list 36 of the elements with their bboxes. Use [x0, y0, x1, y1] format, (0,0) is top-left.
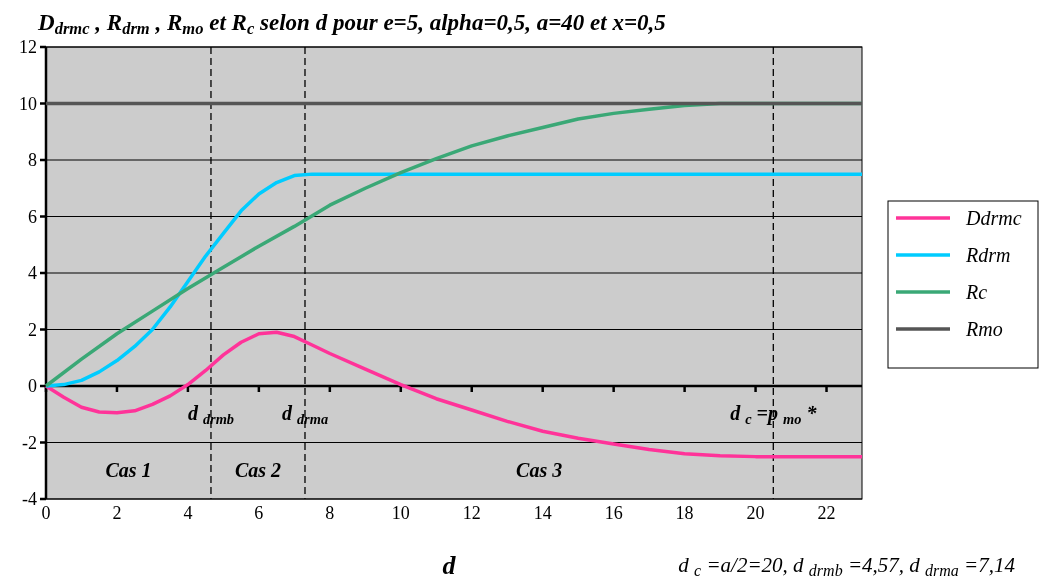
x-tick-label: 6: [254, 503, 264, 523]
legend-label: Rdrm: [965, 244, 1011, 266]
x-tick-label: 12: [462, 503, 481, 523]
x-tick-label: 2: [112, 503, 122, 523]
y-tick-label: 10: [19, 93, 37, 114]
y-tick-label: 6: [28, 206, 37, 227]
y-tick-label: 2: [28, 319, 37, 340]
x-tick-label: 8: [325, 503, 335, 523]
annotation: d $_{drma}$: [281, 401, 329, 427]
x-axis-title: d: [442, 551, 457, 580]
line-series: [44, 172, 864, 388]
annotation: Cas 3: [516, 459, 563, 481]
annotation: Cas 2: [234, 459, 282, 481]
x-tick-label: 14: [533, 503, 552, 523]
x-tick-label: 20: [746, 503, 765, 523]
legend-label: Rc: [965, 281, 988, 303]
y-tick-label: -2: [22, 432, 37, 453]
legend-label: Rmo: [965, 318, 1003, 340]
line-series: [44, 330, 864, 459]
text: d $_{c}$ =a/2=20, d $_{drmb}$ =4,57, d $_{drma}$ =7,14: [678, 553, 1016, 579]
x-tick-label: 0: [41, 503, 51, 523]
x-tick-label: 18: [675, 503, 694, 523]
y-tick-label: 12: [19, 37, 37, 58]
annotation: Cas 1: [105, 459, 152, 481]
y-tick-label: 8: [28, 150, 37, 171]
x-tick-label: 4: [183, 503, 193, 523]
legend-label: Ddrmc: [965, 207, 1022, 229]
y-tick-label: 4: [28, 263, 37, 284]
annotation: d $_{drmb}$: [187, 401, 235, 427]
chart-title: D$_{drmc}$ , R$_{drm}$ , R$_{mo}$ et R$_{c}$ selon d pour e=5, alpha=0,5, a=40 et x=0,5: [38, 10, 666, 39]
x-tick-label: 22: [817, 503, 836, 523]
x-tick-label: 10: [391, 503, 410, 523]
x-tick-label: 16: [604, 503, 623, 523]
annotation: d $_{c}$ =p $_{mo}$ *: [730, 401, 818, 427]
y-tick-label: -4: [22, 489, 37, 510]
y-tick-label: 0: [28, 376, 37, 397]
